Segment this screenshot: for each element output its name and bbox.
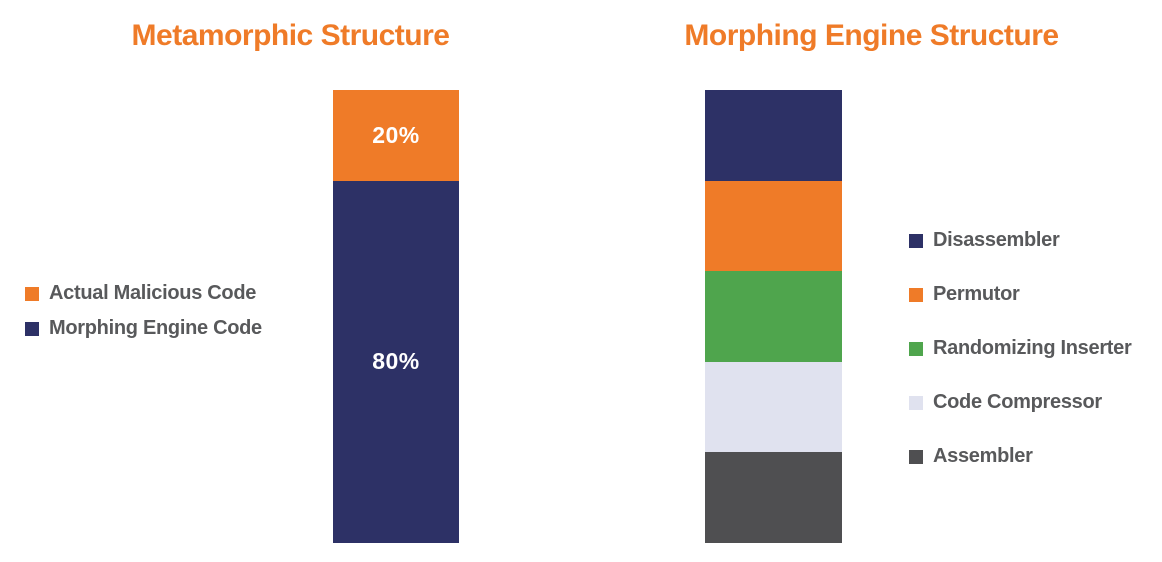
legend-item-code-compressor: Code Compressor [909, 391, 1131, 414]
legend-label: Morphing Engine Code [49, 317, 262, 339]
legend-swatch-actual-malicious-code [25, 286, 39, 301]
legend-swatch-assembler [909, 449, 923, 464]
legend-swatch-randomizing-inserter [909, 341, 923, 356]
legend-swatch-code-compressor [909, 395, 923, 410]
stacked-bar-metamorphic-structure: 20% 80% [333, 90, 459, 543]
bar-segment-assembler [705, 452, 842, 543]
legend-label: Randomizing Inserter [933, 337, 1132, 359]
bar-segment-randomizing-inserter [705, 271, 842, 362]
legend-swatch-disassembler [909, 233, 923, 248]
legend-item-actual-malicious-code: Actual Malicious Code [25, 282, 262, 305]
segment-value-label: 80% [372, 348, 420, 375]
legend-metamorphic-structure: Actual Malicious Code Morphing Engine Cod… [25, 282, 262, 340]
legend-swatch-morphing-engine-code [25, 321, 39, 336]
chart-title-metamorphic-structure: Metamorphic Structure [131, 19, 450, 52]
bar-segment-code-compressor [705, 361, 842, 453]
legend-item-disassembler: Disassembler [909, 229, 1131, 252]
legend-morphing-engine-structure: Disassembler Permutor Randomizing Inserter… [909, 229, 1132, 468]
bar-segment-morphing-engine-code: 80% [333, 180, 459, 543]
legend-item-morphing-engine-code: Morphing Engine Code [25, 317, 262, 340]
legend-label: Assembler [933, 445, 1033, 467]
chart-morphing-engine-structure: Morphing Engine Structure Disassembler Pe… [581, 0, 1162, 562]
legend-item-permutor: Permutor [909, 283, 1131, 306]
legend-swatch-permutor [909, 287, 923, 302]
legend-label: Actual Malicious Code [49, 282, 257, 304]
bar-segment-actual-malicious-code: 20% [333, 90, 459, 181]
legend-label: Disassembler [933, 229, 1060, 251]
legend-item-assembler: Assembler [909, 445, 1131, 468]
legend-item-randomizing-inserter: Randomizing Inserter [909, 337, 1132, 360]
chart-metamorphic-structure: Metamorphic Structure Actual Malicious C… [25, 19, 459, 543]
legend-label: Code Compressor [933, 391, 1102, 413]
stacked-bar-morphing-engine-structure [705, 90, 842, 543]
bar-segment-disassembler [705, 90, 842, 181]
bar-segment-permutor [705, 180, 842, 272]
legend-label: Permutor [933, 283, 1020, 305]
chart-title-morphing-engine-structure: Morphing Engine Structure [684, 19, 1059, 52]
segment-value-label: 20% [372, 121, 420, 148]
